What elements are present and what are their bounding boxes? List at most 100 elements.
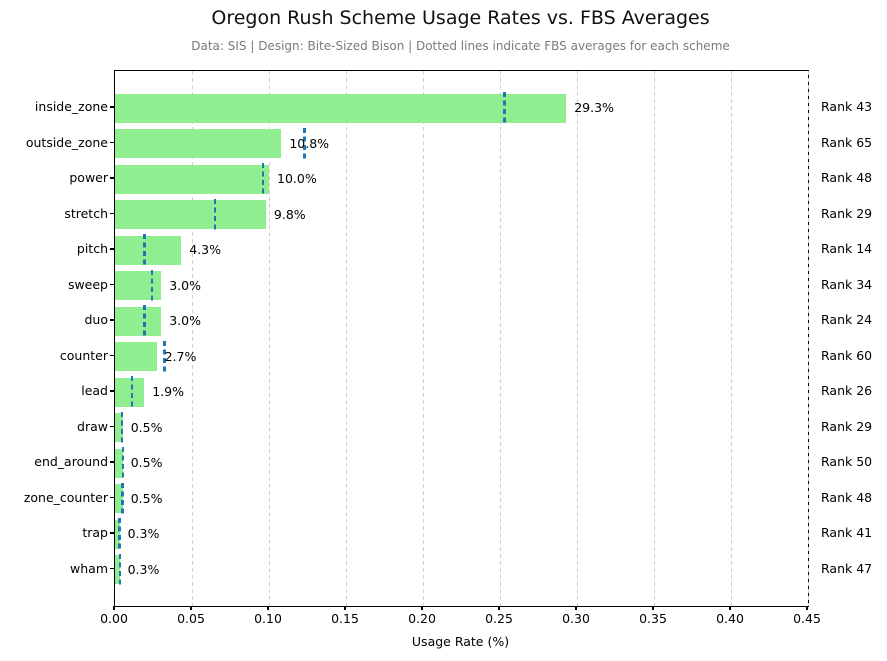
rank-label: Rank 29 (821, 418, 873, 434)
gridline (807, 71, 809, 606)
x-tick-label: 0.15 (331, 611, 359, 626)
usage-bar (115, 484, 123, 513)
usage-bar (115, 271, 162, 300)
fbs-average-line (130, 376, 134, 408)
fbs-average-line (303, 127, 306, 160)
x-tick-label: 0.45 (793, 611, 821, 626)
y-tick-mark (110, 177, 114, 179)
chart-title: Oregon Rush Scheme Usage Rates vs. FBS A… (211, 7, 710, 29)
fbs-average-line (213, 198, 217, 231)
rank-label: Rank 26 (821, 383, 873, 398)
y-tick-label: lead (81, 383, 108, 398)
bar-value-label: 3.0% (169, 313, 201, 328)
rank-label: Rank 48 (821, 170, 873, 185)
y-tick-mark (110, 390, 114, 392)
y-tick-label: zone_counter (23, 489, 108, 505)
rank-label: Rank 24 (821, 312, 873, 327)
usage-bar (115, 413, 123, 442)
x-tick-label: 0.30 (562, 611, 590, 626)
usage-bar (115, 342, 157, 371)
x-tick-label: 0.20 (408, 611, 436, 626)
usage-bar (115, 555, 120, 584)
rank-label: Rank 14 (821, 241, 873, 256)
y-tick-mark (110, 567, 114, 570)
y-tick-label: stretch (64, 205, 108, 221)
y-tick-mark (110, 425, 114, 428)
bar-value-label: 0.5% (130, 455, 163, 470)
y-tick-mark (110, 248, 114, 250)
y-tick-mark (110, 141, 114, 144)
bar-value-label: 4.3% (189, 242, 221, 257)
rank-label: Rank 50 (821, 454, 873, 469)
usage-bar (115, 519, 120, 549)
gridline (268, 71, 270, 606)
y-tick-label: duo (84, 312, 108, 327)
y-tick-mark (110, 354, 114, 357)
fbs-average-line (120, 411, 124, 444)
x-tick-label: 0.05 (177, 611, 205, 626)
bar-value-label: 9.8% (273, 206, 306, 222)
x-tick-mark (113, 606, 115, 610)
usage-bar (115, 93, 567, 123)
bar-value-label: 10.8% (289, 135, 330, 151)
x-tick-mark (575, 606, 577, 610)
x-axis-label: Usage Rate (%) (411, 634, 510, 649)
usage-bar (115, 164, 269, 194)
bar-value-label: 2.7% (164, 348, 197, 364)
rank-label: Rank 43 (821, 99, 873, 114)
y-tick-label: wham (70, 560, 108, 576)
fbs-average-line (163, 340, 166, 373)
x-tick-mark (652, 606, 654, 610)
gridline (422, 71, 424, 606)
y-tick-mark (110, 461, 114, 463)
y-tick-label: sweep (67, 276, 108, 292)
x-tick-label: 0.40 (716, 611, 744, 626)
plot-area: 29.3% 10.8% 10.0% 9.8% 4.3% 3.0% 3.0% 2.7% 1.9% 0… (114, 70, 809, 607)
y-tick-mark (110, 106, 114, 108)
bar-value-label: 29.3% (574, 100, 614, 115)
y-tick-label: counter (59, 347, 108, 363)
x-tick-mark (498, 606, 500, 610)
fbs-average-line (150, 269, 154, 302)
rank-label: Rank 34 (821, 276, 873, 292)
chart-subtitle: Data: SIS | Design: Bite-Sized Bison | D… (191, 39, 730, 53)
usage-bar (115, 235, 182, 265)
y-tick-label: end_around (34, 454, 108, 469)
usage-bar (115, 306, 162, 336)
fbs-average-line (143, 305, 146, 337)
usage-bar (115, 377, 145, 407)
rank-label: Rank 41 (821, 525, 873, 540)
x-tick-label: 0.00 (100, 611, 128, 626)
y-tick-mark (110, 496, 114, 499)
rank-label: Rank 47 (821, 560, 873, 576)
y-tick-label: draw (77, 418, 108, 434)
gridline (345, 71, 347, 606)
gridline (191, 71, 193, 606)
bar-value-label: 0.5% (130, 490, 163, 506)
y-tick-label: outside_zone (25, 134, 108, 150)
x-tick-mark (729, 606, 731, 610)
y-tick-mark (110, 283, 114, 286)
y-tick-label: pitch (76, 241, 108, 256)
x-tick-mark (267, 606, 269, 610)
x-tick-label: 0.10 (254, 611, 282, 626)
gridline (653, 71, 655, 606)
fbs-average-line (121, 482, 124, 515)
fbs-average-line (261, 163, 265, 195)
bar-value-label: 1.9% (152, 384, 185, 399)
fbs-average-line (118, 553, 122, 586)
y-tick-mark (110, 532, 114, 534)
bar-value-label: 0.5% (130, 419, 163, 435)
bar-value-label: 0.3% (127, 561, 160, 577)
x-tick-mark (421, 606, 423, 610)
usage-bar (115, 448, 123, 478)
rank-label: Rank 60 (821, 347, 873, 363)
fbs-average-line (503, 92, 506, 124)
gridline (499, 71, 501, 606)
bar-value-label: 0.3% (127, 526, 160, 541)
usage-bar (115, 129, 282, 158)
bar-value-label: 3.0% (169, 277, 201, 293)
x-tick-label: 0.35 (639, 611, 667, 626)
fbs-average-line (118, 518, 121, 550)
